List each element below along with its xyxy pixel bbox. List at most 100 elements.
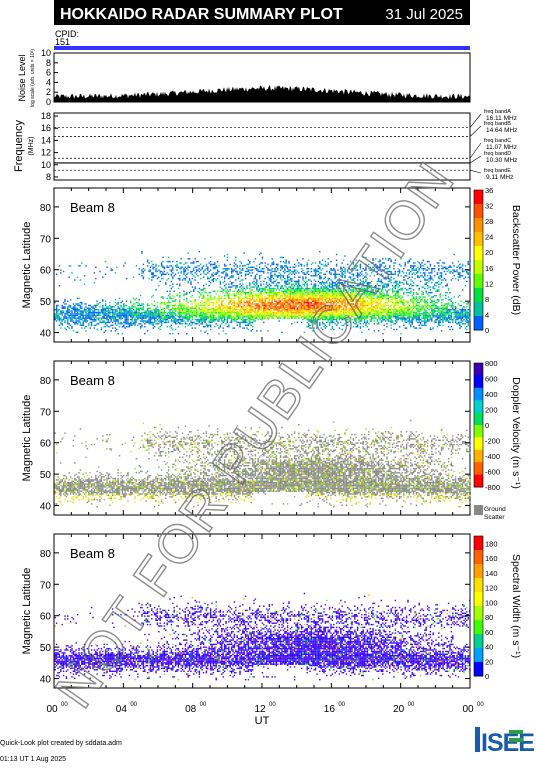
heatmap-cell (216, 323, 217, 324)
heatmap-cell (227, 309, 228, 310)
heatmap-cell (64, 313, 65, 314)
heatmap-cell (315, 271, 316, 272)
heatmap-cell (213, 316, 214, 317)
heatmap-cell (218, 298, 219, 299)
heatmap-cell (183, 269, 184, 270)
heatmap-cell (216, 319, 217, 320)
heatmap-cell (206, 301, 207, 302)
heatmap-cell (207, 272, 208, 273)
heatmap-cell (179, 268, 180, 269)
heatmap-cell (94, 319, 95, 320)
heatmap-cell (297, 281, 298, 282)
heatmap-cell (288, 262, 289, 263)
heatmap-cell (266, 310, 267, 311)
heatmap-cell (120, 313, 121, 314)
heatmap-cell (225, 308, 226, 309)
heatmap-cell (182, 318, 183, 319)
heatmap-cell (283, 293, 284, 294)
heatmap-cell (246, 310, 247, 311)
heatmap-cell (269, 269, 270, 270)
heatmap-cell (186, 312, 187, 313)
heatmap-cell (217, 306, 218, 307)
heatmap-cell (304, 291, 305, 292)
heatmap-cell (277, 302, 278, 303)
heatmap-cell (277, 293, 278, 294)
heatmap-cell (218, 299, 219, 300)
heatmap-cell (382, 318, 383, 319)
heatmap-cell (221, 309, 222, 310)
heatmap-cell (175, 265, 176, 266)
heatmap-cell (260, 316, 261, 317)
heatmap-cell (179, 285, 180, 286)
heatmap-cell (280, 274, 281, 275)
heatmap-cell (69, 318, 70, 319)
heatmap-cell (141, 319, 142, 320)
heatmap-cell (253, 301, 254, 302)
heatmap-cell (129, 312, 130, 313)
heatmap-cell (67, 301, 68, 302)
heatmap-cell (290, 269, 291, 270)
heatmap-cell (239, 268, 240, 269)
heatmap-cell (304, 298, 305, 299)
heatmap-cell (228, 303, 229, 304)
heatmap-cell (392, 298, 393, 299)
heatmap-cell (280, 267, 281, 268)
heatmap-cell (161, 309, 162, 310)
heatmap-cell (193, 269, 194, 270)
heatmap-cell (188, 310, 189, 311)
heatmap-cell (384, 329, 385, 330)
heatmap-cell (279, 275, 280, 276)
heatmap-cell (231, 301, 232, 302)
heatmap-cell (203, 271, 204, 272)
heatmap-cell (85, 303, 86, 304)
heatmap-cell (116, 315, 117, 316)
heatmap-cell (73, 303, 74, 304)
heatmap-cell (283, 288, 284, 289)
heatmap-cell (298, 272, 299, 273)
heatmap-cell (197, 269, 198, 270)
heatmap-cell (230, 315, 231, 316)
heatmap-cell (111, 308, 112, 309)
heatmap-cell (186, 313, 187, 314)
cpid-value: 151 (55, 37, 70, 47)
heatmap-cell (203, 313, 204, 314)
heatmap-cell (227, 257, 228, 258)
heatmap-cell (232, 306, 233, 307)
heatmap-cell (171, 320, 172, 321)
heatmap-cell (316, 275, 317, 276)
heatmap-cell (206, 265, 207, 266)
heatmap-cell (307, 265, 308, 266)
heatmap-cell (55, 313, 56, 314)
heatmap-cell (326, 265, 327, 266)
heatmap-cell (302, 279, 303, 280)
heatmap-cell (99, 313, 100, 314)
heatmap-cell (311, 295, 312, 296)
heatmap-cell (140, 315, 141, 316)
heatmap-cell (158, 316, 159, 317)
heatmap-cell (123, 316, 124, 317)
heatmap-cell (269, 315, 270, 316)
heatmap-cell (211, 312, 212, 313)
heatmap-cell (161, 296, 162, 297)
heatmap-cell (161, 278, 162, 279)
heatmap-cell (322, 264, 323, 265)
heatmap-cell (301, 268, 302, 269)
heatmap-cell (272, 299, 273, 300)
heatmap-cell (153, 277, 154, 278)
heatmap-cell (196, 320, 197, 321)
heatmap-cell (246, 271, 247, 272)
heatmap-cell (293, 309, 294, 310)
heatmap-cell (267, 264, 268, 265)
heatmap-cell (269, 316, 270, 317)
heatmap-cell (290, 291, 291, 292)
heatmap-cell (183, 312, 184, 313)
heatmap-cell (234, 320, 235, 321)
heatmap-cell (255, 268, 256, 269)
heatmap-cell (97, 323, 98, 324)
heatmap-cell (141, 272, 142, 273)
heatmap-cell (258, 309, 259, 310)
heatmap-cell (80, 279, 81, 280)
heatmap-cell (252, 267, 253, 268)
heatmap-cell (137, 315, 138, 316)
heatmap-cell (245, 322, 246, 323)
